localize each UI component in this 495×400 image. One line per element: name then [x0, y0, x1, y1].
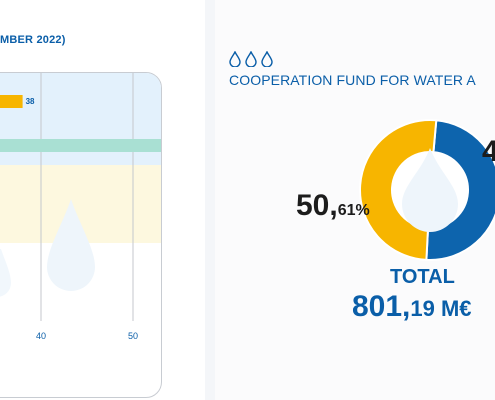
- background-drop-icon: [0, 249, 11, 297]
- pie-label-yellow-dec: 61%: [337, 202, 370, 219]
- total-value-rest: 19 M€: [410, 296, 472, 321]
- pie-label-yellow: 50,61%: [296, 189, 370, 223]
- panel-divider: [205, 0, 215, 400]
- x-tick-label: 40: [36, 331, 46, 341]
- pie-label-blue: 4: [482, 135, 495, 168]
- pie-slice: [425, 119, 495, 261]
- chart-subtitle: MBER 2022): [0, 34, 66, 46]
- bar: [0, 95, 23, 108]
- total-value-int: 801,: [352, 290, 411, 323]
- bar-value-label: 38: [26, 97, 35, 106]
- water-drop-icon: [402, 148, 458, 232]
- total-label: TOTAL: [390, 266, 455, 288]
- bar: [0, 139, 161, 152]
- total-value: 801,19 M€: [352, 290, 472, 324]
- background-drop-icon: [47, 199, 95, 291]
- pie-slice: [359, 119, 438, 261]
- x-tick-label: 50: [128, 331, 138, 341]
- pie-label-yellow-int: 50,: [296, 189, 338, 222]
- water-drops-icon: [229, 51, 273, 67]
- pie-chart-title: COOPERATION FUND FOR WATER A: [229, 72, 476, 88]
